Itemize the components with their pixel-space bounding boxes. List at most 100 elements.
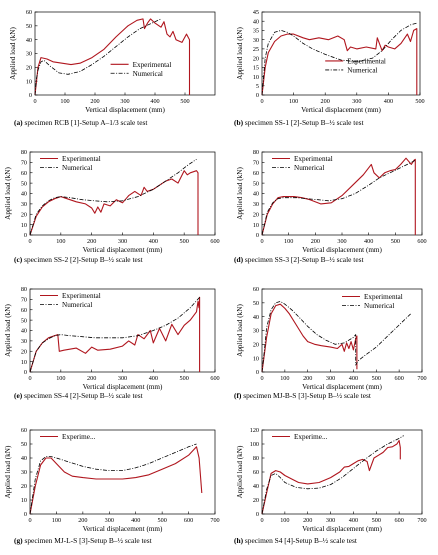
chart-panel: 0 100 200 300 400 500 600 0 10 20 30 40 50 60 70 80 Vert…	[4, 149, 220, 264]
x-tick-label: 300	[118, 238, 127, 245]
legend-label: Numerical	[347, 66, 377, 74]
x-tick-label: 400	[384, 98, 393, 105]
legend-label: Numerical	[133, 70, 163, 78]
x-tick-label: 200	[321, 98, 330, 105]
legend-label: Numerical	[62, 164, 92, 172]
y-tick-label: 0	[24, 369, 27, 376]
y-tick-label: 100	[250, 441, 259, 448]
y-axis-label: Applied load (kN)	[236, 167, 244, 220]
x-tick-label: 600	[395, 375, 404, 382]
experimental-series-line	[34, 18, 191, 96]
x-tick-label: 500	[372, 517, 381, 524]
panel-caption: (g) specimen MJ-L-S [3]-Setup B–½ scale …	[14, 536, 153, 545]
x-tick-label: 700	[417, 517, 426, 524]
experimental-series-line	[261, 303, 358, 373]
legend-label: Experimental	[133, 61, 172, 69]
panel-caption-id: (h)	[234, 536, 245, 545]
x-tick-label: 500	[180, 375, 189, 382]
panel-caption-text: specimen SS-3 [2]-Setup B–½ scale test	[245, 255, 365, 264]
panel-caption-id: (c)	[14, 255, 24, 264]
y-tick-label: 5	[256, 83, 259, 90]
panel-caption: (c) specimen SS-2 [2]-Setup B–½ scale te…	[14, 255, 144, 264]
x-tick-label: 700	[417, 375, 426, 382]
plot-frame	[29, 151, 216, 236]
y-tick-label: 25	[253, 46, 259, 53]
y-tick-label: 35	[253, 28, 259, 35]
chart-panel: 0 100 200 300 400 500 600 0 10 20 30 40 50 60 70 80 Vert…	[234, 149, 427, 264]
y-tick-label: 20	[21, 483, 27, 490]
numerical-series-line	[261, 435, 404, 515]
legend-label: Experimental	[62, 155, 101, 163]
experimental-series-line	[29, 296, 201, 373]
panel-caption-text: specimen SS-4 [2]-Setup B–½ scale test	[24, 391, 144, 400]
x-axis-label: Vertical displacement (mm)	[302, 383, 382, 391]
x-tick-label: 600	[210, 238, 219, 245]
y-tick-label: 40	[253, 314, 259, 321]
legend-label: Numerical	[294, 164, 324, 172]
y-tick-label: 0	[256, 92, 259, 99]
legend-label: Experimental	[364, 293, 403, 301]
y-tick-label: 60	[21, 307, 27, 314]
plot-frame	[29, 288, 216, 373]
plot-frame	[261, 151, 423, 236]
numerical-series-line	[29, 443, 197, 515]
x-tick-label: 500	[158, 517, 167, 524]
y-tick-label: 0	[29, 92, 32, 99]
panel-caption-id: (d)	[234, 255, 245, 264]
x-tick-label: 100	[289, 98, 298, 105]
y-tick-label: 20	[26, 65, 32, 72]
x-tick-label: 400	[149, 375, 158, 382]
x-tick-label: 300	[118, 375, 127, 382]
x-axis-label: Vertical displacement (mm)	[83, 383, 163, 391]
x-tick-label: 100	[284, 238, 293, 245]
y-axis-label: Applied load (kN)	[4, 167, 12, 220]
y-tick-label: 20	[253, 342, 259, 349]
y-axis-label: Applied load (kN)	[4, 445, 12, 498]
experimental-series-line	[261, 439, 401, 515]
legend-label: Experimental	[62, 292, 101, 300]
y-tick-label: 0	[24, 232, 27, 239]
x-axis-label: Vertical displacement (mm)	[302, 246, 382, 254]
chart-panel: 0 100 200 300 400 500 600 700 0 20 40 60 80 100 120 Ver…	[234, 427, 427, 545]
experimental-series-line	[29, 446, 203, 515]
experimental-series-line	[29, 170, 199, 236]
x-tick-label: 0	[260, 517, 263, 524]
y-tick-label: 70	[21, 160, 27, 167]
panel-caption-text: specimen S4 [4]-Setup B–½ scale test	[245, 536, 358, 545]
plot-frame	[261, 11, 421, 96]
x-axis-label: Vertical displacement (mm)	[301, 106, 381, 114]
y-tick-label: 0	[256, 511, 259, 518]
chart-panel: 0 100 200 300 400 500 600 700 0 10 20 30 40 50 60 Verti…	[4, 427, 220, 545]
y-axis-label: Applied load (kN)	[236, 27, 244, 80]
y-tick-label: 10	[253, 355, 259, 362]
y-tick-label: 0	[256, 369, 259, 376]
y-tick-label: 30	[26, 51, 32, 58]
x-tick-label: 200	[303, 375, 312, 382]
y-tick-label: 60	[253, 170, 259, 177]
numerical-series-line	[261, 300, 411, 373]
y-tick-label: 45	[253, 9, 259, 16]
panel-caption: (b) specimen SS-1 [2]-Setup B–½ scale te…	[234, 118, 364, 127]
y-axis-label: Applied load (kN)	[236, 445, 244, 498]
panel-caption-id: (b)	[234, 118, 245, 127]
y-tick-label: 40	[21, 455, 27, 462]
experimental-series-line	[261, 28, 418, 96]
y-tick-label: 50	[26, 23, 32, 30]
y-tick-label: 80	[21, 149, 27, 156]
x-tick-label: 400	[349, 375, 358, 382]
x-tick-label: 700	[210, 517, 219, 524]
x-tick-label: 300	[326, 517, 335, 524]
x-tick-label: 200	[87, 375, 96, 382]
y-tick-label: 40	[253, 483, 259, 490]
x-tick-label: 400	[364, 238, 373, 245]
panel-caption: (h) specimen S4 [4]-Setup B–½ scale test	[234, 536, 358, 545]
x-tick-label: 400	[131, 517, 140, 524]
x-tick-label: 400	[149, 238, 158, 245]
x-tick-label: 0	[28, 238, 31, 245]
x-axis-label: Vertical displacement (mm)	[302, 525, 382, 533]
y-tick-label: 40	[21, 191, 27, 198]
y-tick-label: 50	[21, 180, 27, 187]
x-tick-label: 600	[417, 238, 426, 245]
